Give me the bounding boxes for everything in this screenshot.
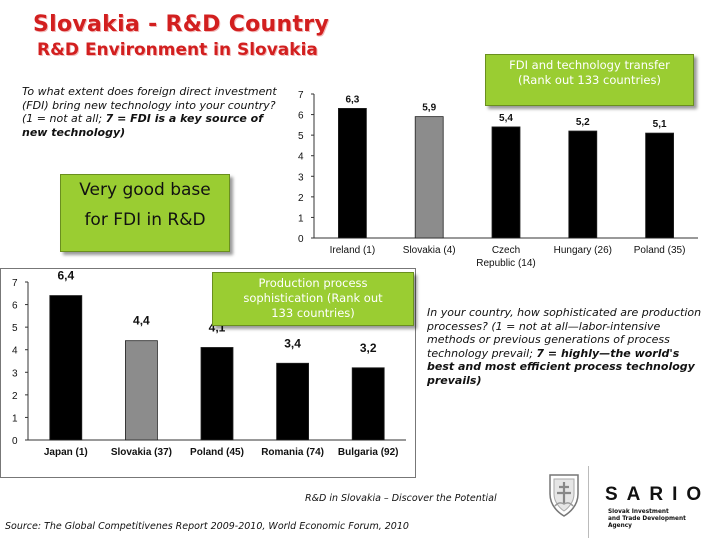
prod-y-tick-label: 3 bbox=[12, 368, 18, 379]
prod-bar bbox=[49, 295, 83, 441]
prod-bar bbox=[200, 347, 234, 441]
very-good-base-box: Very good base for FDI in R&D bbox=[60, 174, 230, 252]
fdi-bar bbox=[338, 107, 367, 239]
question-fdi-text: To what extent does foreign direct inves… bbox=[22, 85, 277, 125]
fdi-y-tick-label: 2 bbox=[298, 193, 304, 204]
fdi-box-line2: (Rank out 133 countries) bbox=[518, 73, 661, 87]
coat-of-arms-icon bbox=[549, 474, 579, 517]
prod-bar bbox=[125, 340, 158, 441]
prod-y-tick-label: 1 bbox=[12, 413, 18, 424]
fdi-data-label: 6,3 bbox=[345, 94, 359, 105]
question-fdi: To what extent does foreign direct inves… bbox=[22, 85, 282, 139]
prod-category-label: Japan (1) bbox=[44, 447, 88, 458]
source-note: Source: The Global Competitivenes Report… bbox=[5, 521, 409, 532]
agency-line2: and Trade Development Agency bbox=[608, 516, 686, 529]
fdi-category-label: Poland (35) bbox=[634, 245, 686, 256]
prod-y-tick-label: 6 bbox=[12, 301, 18, 312]
prod-category-label: Bulgaria (92) bbox=[338, 447, 399, 458]
prod-y-tick-label: 4 bbox=[12, 346, 18, 357]
fdi-category-label: Ireland (1) bbox=[330, 245, 376, 256]
prod-y-tick-label: 2 bbox=[12, 391, 18, 402]
prod-y-tick-label: 0 bbox=[12, 436, 18, 447]
fdi-category-label: Hungary (26) bbox=[554, 245, 612, 256]
footer-divider bbox=[588, 466, 589, 538]
fdi-data-label: 5,1 bbox=[653, 119, 667, 130]
page-title: Slovakia - R&D Country bbox=[33, 12, 330, 37]
fdi-box-line1: FDI and technology transfer bbox=[509, 58, 670, 72]
fdi-bar bbox=[568, 130, 598, 239]
fdi-bar bbox=[491, 126, 521, 239]
footer-tagline: R&D in Slovakia – Discover the Potential bbox=[305, 493, 497, 504]
prod-category-label: Poland (45) bbox=[190, 447, 244, 458]
fdi-category-label: Slovakia (4) bbox=[403, 245, 456, 256]
prod-box-line2: sophistication (Rank out bbox=[243, 291, 383, 305]
fdi-y-tick-label: 3 bbox=[298, 172, 304, 183]
fdi-y-tick-label: 5 bbox=[298, 131, 304, 142]
question-production-bold: 7 = highly—the world's best and most eff… bbox=[427, 346, 695, 387]
prod-bar bbox=[351, 367, 385, 441]
fdi-category-label: Czech Republic (14) bbox=[476, 245, 535, 269]
prod-data-label: 4,4 bbox=[133, 314, 150, 328]
fdi-y-tick-label: 7 bbox=[298, 90, 304, 101]
question-production: In your country, how sophisticated are p… bbox=[427, 306, 702, 387]
production-chart-title-box: Production process sophistication (Rank … bbox=[212, 272, 414, 326]
fdi-chart-title-box: FDI and technology transfer (Rank out 13… bbox=[485, 54, 694, 106]
fdi-data-label: 5,9 bbox=[422, 103, 436, 114]
fdi-y-tick-label: 1 bbox=[298, 213, 304, 224]
fdi-bar bbox=[414, 116, 444, 239]
sario-logo: SARIO bbox=[605, 484, 711, 505]
question-production-text: In your country, how sophisticated are p… bbox=[427, 306, 702, 360]
fdi-chart: 0 1 2 3 4 5 6 7 6,3 Ireland (1) 5,9 Slovakia (4) 5,4… bbox=[298, 90, 698, 269]
prod-data-label: 3,2 bbox=[360, 341, 377, 355]
very-good-line1: Very good base bbox=[79, 180, 211, 200]
prod-category-label: Romania (74) bbox=[261, 447, 324, 458]
prod-frame bbox=[0, 268, 416, 478]
fdi-bar bbox=[645, 132, 675, 239]
question-fdi-bold: 7 = FDI is a key source of new technolog… bbox=[22, 112, 264, 139]
fdi-data-label: 5,2 bbox=[576, 117, 590, 128]
prod-category-label: Slovakia (37) bbox=[111, 447, 172, 458]
prod-box-line1: Production process bbox=[258, 276, 368, 290]
fdi-y-tick-label: 6 bbox=[298, 111, 304, 122]
fdi-y-tick-label: 4 bbox=[298, 152, 304, 163]
prod-data-label: 3,4 bbox=[284, 336, 301, 350]
prod-y-tick-label: 7 bbox=[12, 278, 18, 289]
prod-bar bbox=[276, 362, 310, 441]
fdi-y-tick-label: 0 bbox=[298, 234, 304, 245]
fdi-data-label: 5,4 bbox=[499, 113, 513, 124]
prod-y-tick-label: 5 bbox=[12, 323, 18, 334]
agency-name: Slovak Investment and Trade Development … bbox=[608, 509, 708, 530]
very-good-line2: for FDI in R&D bbox=[84, 210, 206, 230]
prod-data-label: 6,4 bbox=[57, 269, 74, 283]
prod-box-line3: 133 countries) bbox=[271, 306, 355, 320]
agency-line1: Slovak Investment bbox=[608, 509, 669, 515]
page-subtitle: R&D Environment in Slovakia bbox=[37, 40, 318, 60]
